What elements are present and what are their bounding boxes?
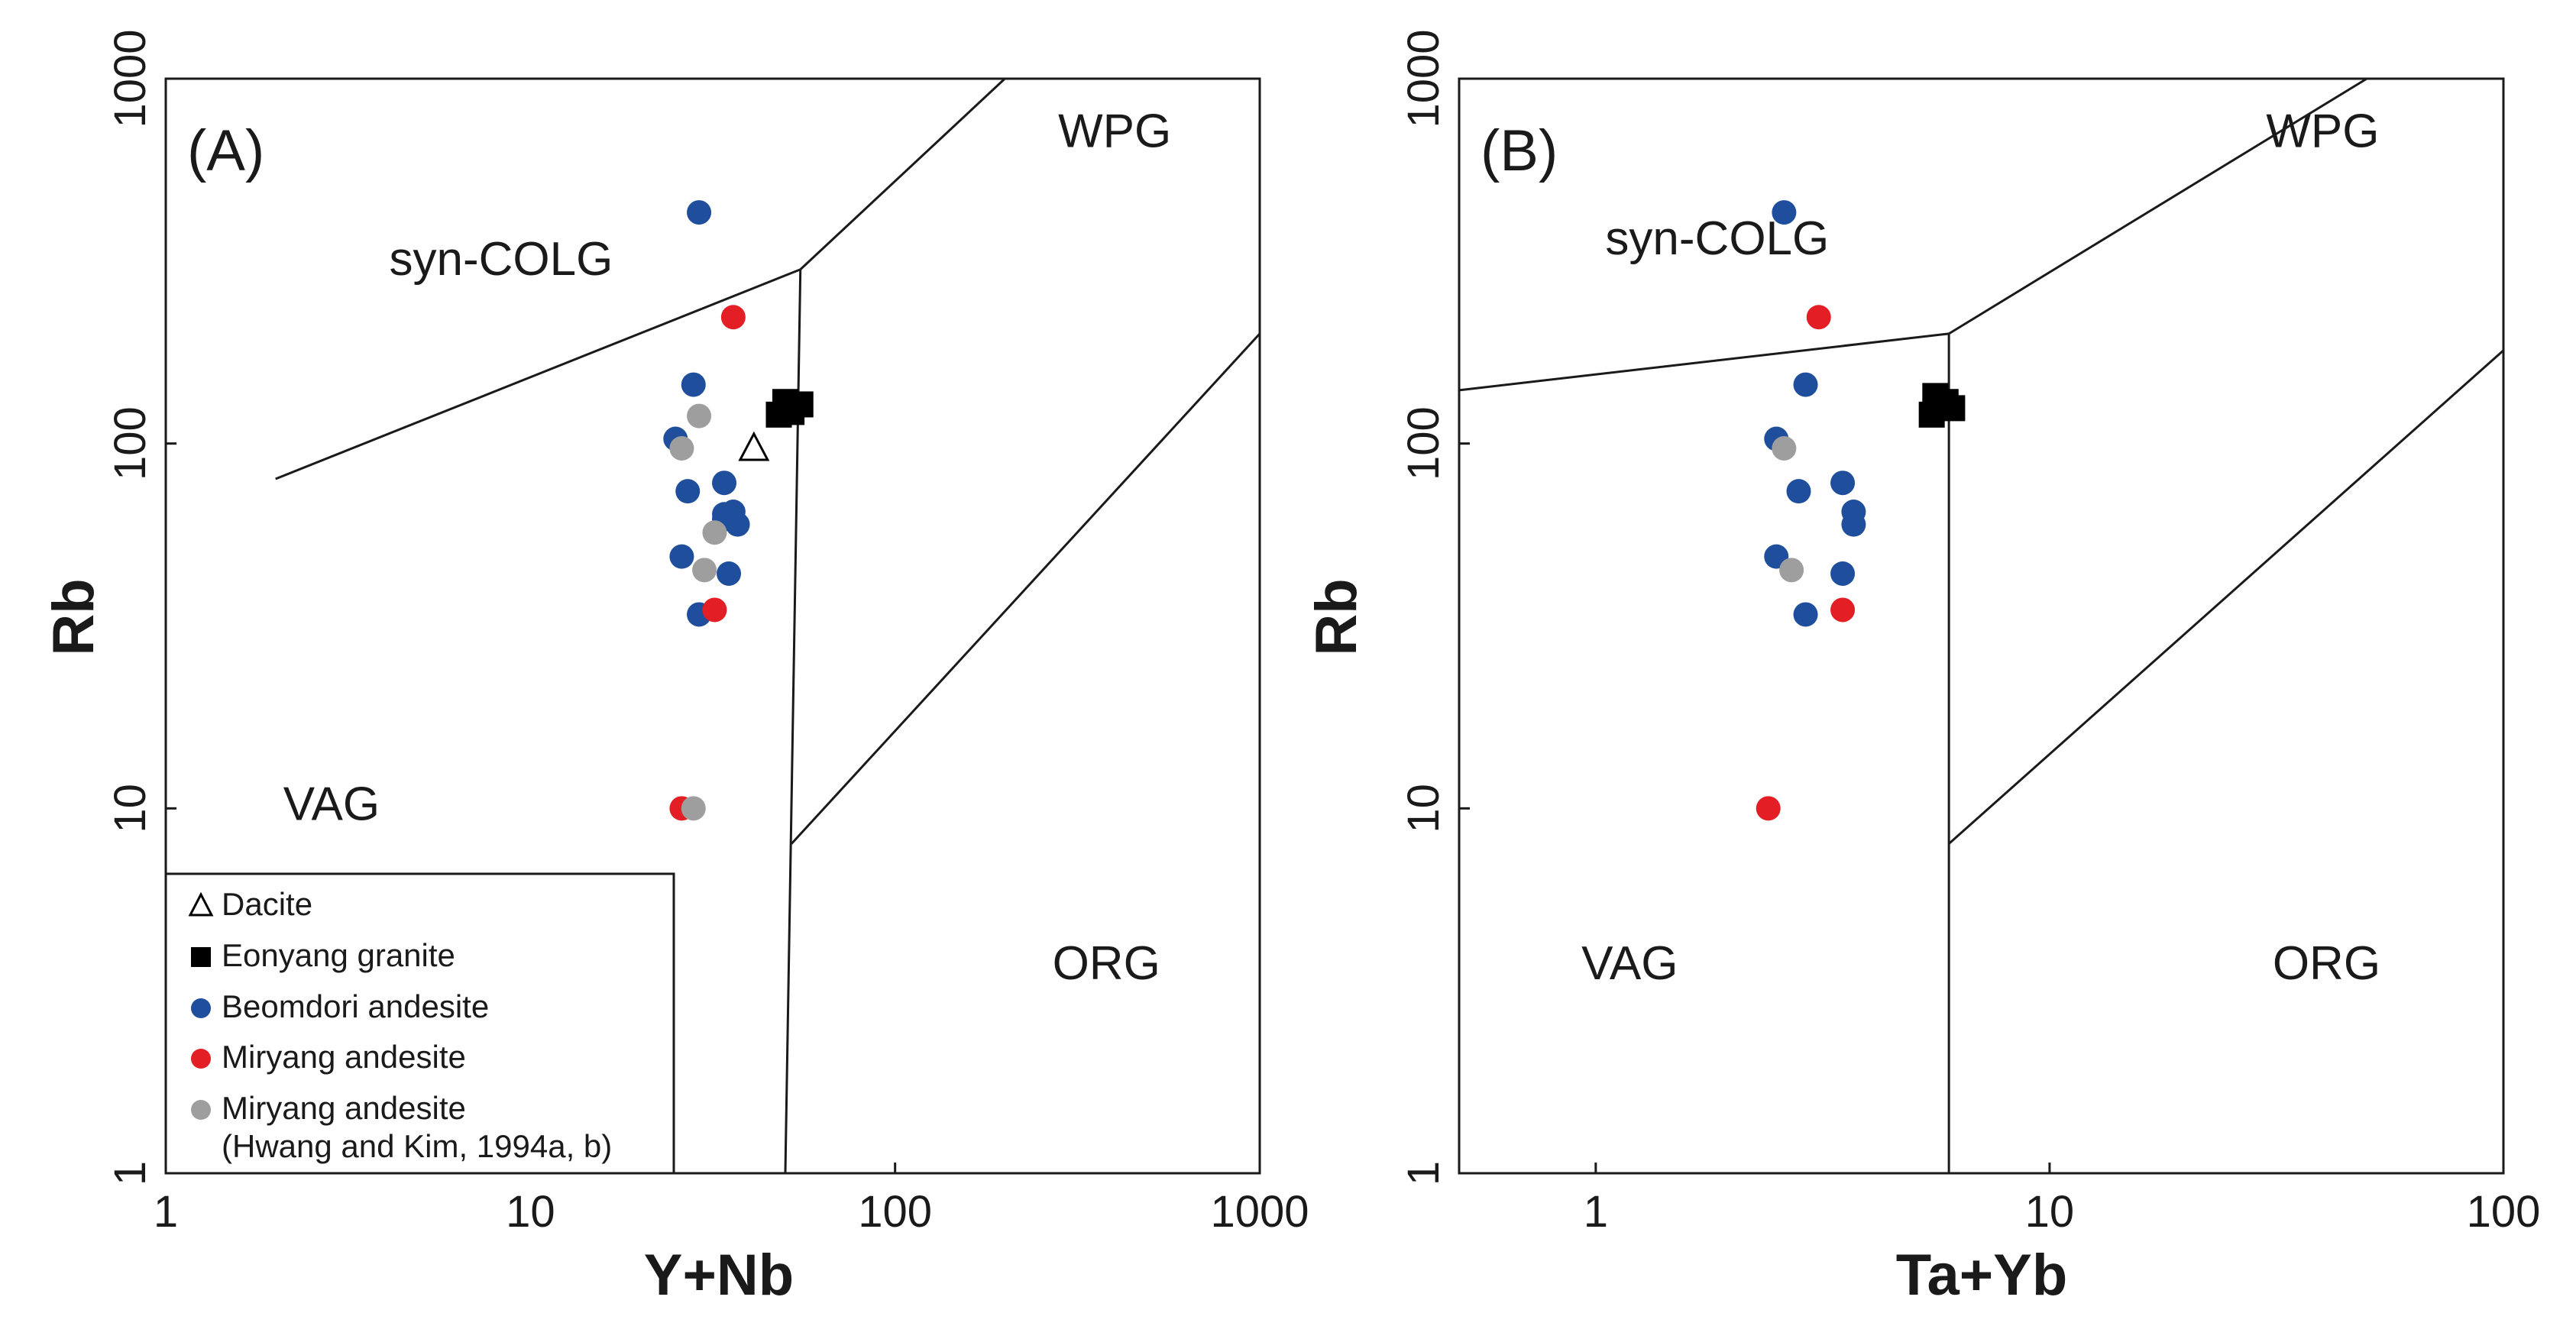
panel-b-x-tick-label: 100 — [2467, 1187, 2541, 1237]
legend-label-dacite: Dacite — [222, 886, 312, 922]
legend: Dacite Eonyang granite Beomdori andesite… — [164, 872, 675, 1175]
legend-label-beomdori-andesite: Beomdori andesite — [222, 988, 489, 1024]
panel-b-field-boundary — [1458, 332, 1950, 392]
legend-entry-dacite: Dacite — [188, 886, 312, 922]
panel-b-point-miryang — [1830, 597, 1856, 623]
panel-b-point-beomdori — [1793, 372, 1818, 397]
panel-a-point-miryang_hk — [702, 520, 727, 545]
panel-a-point-miryang_hk — [687, 403, 712, 429]
panel-a-label: (A) — [187, 118, 264, 183]
panel-b-label: (B) — [1481, 118, 1558, 183]
panel-b-x-tick-label: 1 — [1584, 1187, 1608, 1237]
legend-label-miryang-andesite-hwang-kim-citation: (Hwang and Kim, 1994a, b) — [222, 1128, 612, 1164]
legend-label-miryang-andesite-hwang-kim: Miryang andesite — [222, 1090, 466, 1126]
panel-a-region-label: syn-COLG — [390, 233, 613, 286]
legend-entry-miryang-andesite-hwang-kim: Miryang andesite (Hwang and Kim, 1994a, … — [191, 1090, 612, 1164]
legend-symbol-miryang_hk — [191, 1100, 211, 1120]
panel-a-point-beomdori — [669, 544, 694, 569]
panel-b-point-beomdori — [1830, 561, 1856, 586]
legend-entry-eonyang-granite: Eonyang granite — [191, 937, 455, 973]
panel-a-point-beomdori — [687, 200, 712, 225]
legend-box — [164, 872, 675, 1175]
panel-a-point-beomdori — [717, 561, 742, 586]
panel-a-plot-frame — [164, 77, 1261, 1175]
panel-a-y-tick-label: 1000 — [105, 29, 155, 128]
panel-a-region-label: ORG — [1053, 937, 1160, 990]
panel-b-y-axis-title: Rb — [1304, 578, 1369, 655]
panel-a-point-miryang — [720, 305, 746, 330]
panel-b-y-tick-label: 100 — [1399, 406, 1448, 480]
legend-symbol-eonyang — [191, 947, 211, 967]
panel-b-point-beomdori — [1793, 602, 1818, 627]
panel-a-region-label: VAG — [283, 778, 380, 830]
panel-b-point-beomdori — [1786, 479, 1811, 504]
panel-a-y-tick-label: 100 — [105, 406, 155, 480]
panel-b-point-miryang — [1806, 305, 1831, 330]
panel-b-y-tick-label: 10 — [1399, 784, 1448, 833]
panel-b-y-tick-label: 1 — [1399, 1161, 1448, 1185]
legend-entry-miryang-andesite: Miryang andesite — [191, 1039, 466, 1075]
panel-a-point-beomdori — [681, 372, 706, 397]
panel-a-x-tick-label: 100 — [858, 1187, 932, 1237]
panel-a-point-beomdori — [712, 471, 737, 496]
panel-a: (A) Y+Nb Rb 1 10 100 1000 1 10 100 1000 syn-COLG… — [41, 29, 1309, 1308]
panel-b: (B) Ta+Yb Rb 1 10 100 1 10 100 1000 syn-COLG WPG… — [1304, 29, 2540, 1308]
panel-a-region-label: WPG — [1058, 105, 1171, 157]
panel-a-x-tick-label: 1000 — [1210, 1187, 1309, 1237]
panel-b-region-label: WPG — [2266, 105, 2379, 157]
panel-b-point-beomdori — [1841, 512, 1866, 537]
panel-a-point-miryang — [702, 597, 727, 623]
panel-b-region-label: VAG — [1581, 937, 1678, 990]
panel-b-field-boundary — [1948, 349, 2504, 845]
panel-b-region-label: syn-COLG — [1605, 212, 1829, 265]
panel-a-point-dacite — [738, 431, 770, 461]
panel-b-region-label: ORG — [2273, 937, 2380, 990]
panel-b-x-axis-title: Ta+Yb — [1896, 1243, 2068, 1308]
panel-a-x-axis-title: Y+Nb — [644, 1243, 794, 1308]
legend-entry-beomdori-andesite: Beomdori andesite — [191, 988, 489, 1024]
panel-a-point-miryang_hk — [681, 796, 706, 821]
panel-a-field-boundary — [799, 77, 1006, 270]
panel-a-point-miryang_hk — [669, 435, 694, 461]
legend-label-eonyang-granite: Eonyang granite — [222, 937, 455, 973]
panel-b-point-beomdori — [1772, 200, 1797, 225]
panel-a-y-tick-label: 1 — [105, 1161, 155, 1185]
legend-symbol-dacite — [188, 891, 214, 917]
panel-b-point-miryang_hk — [1779, 558, 1804, 583]
panel-b-y-tick-label: 1000 — [1399, 29, 1448, 128]
legend-symbol-beomdori — [191, 998, 211, 1018]
legend-label-miryang-andesite: Miryang andesite — [222, 1039, 466, 1075]
panel-b-point-miryang — [1756, 796, 1781, 821]
panel-a-point-miryang_hk — [692, 558, 717, 583]
panel-a-field-boundary — [275, 268, 801, 480]
panel-a-x-tick-label: 1 — [154, 1187, 178, 1237]
panel-b-point-beomdori — [1830, 471, 1856, 496]
panel-a-field-boundary — [791, 332, 1261, 845]
panel-a-point-eonyang — [778, 399, 805, 425]
panel-b-x-tick-label: 10 — [2025, 1187, 2075, 1237]
panel-a-point-beomdori — [675, 479, 701, 504]
panel-a-y-tick-label: 10 — [105, 784, 155, 833]
panel-a-point-beomdori — [712, 502, 737, 527]
panel-a-x-tick-label: 10 — [506, 1187, 555, 1237]
panel-b-point-eonyang — [1918, 401, 1945, 428]
panel-b-field-boundary — [1948, 77, 2367, 335]
panel-b-plot-frame — [1458, 77, 2505, 1175]
panel-b-point-miryang_hk — [1772, 435, 1797, 461]
legend-symbol-miryang — [191, 1049, 211, 1069]
panel-a-y-axis-title: Rb — [41, 578, 106, 655]
